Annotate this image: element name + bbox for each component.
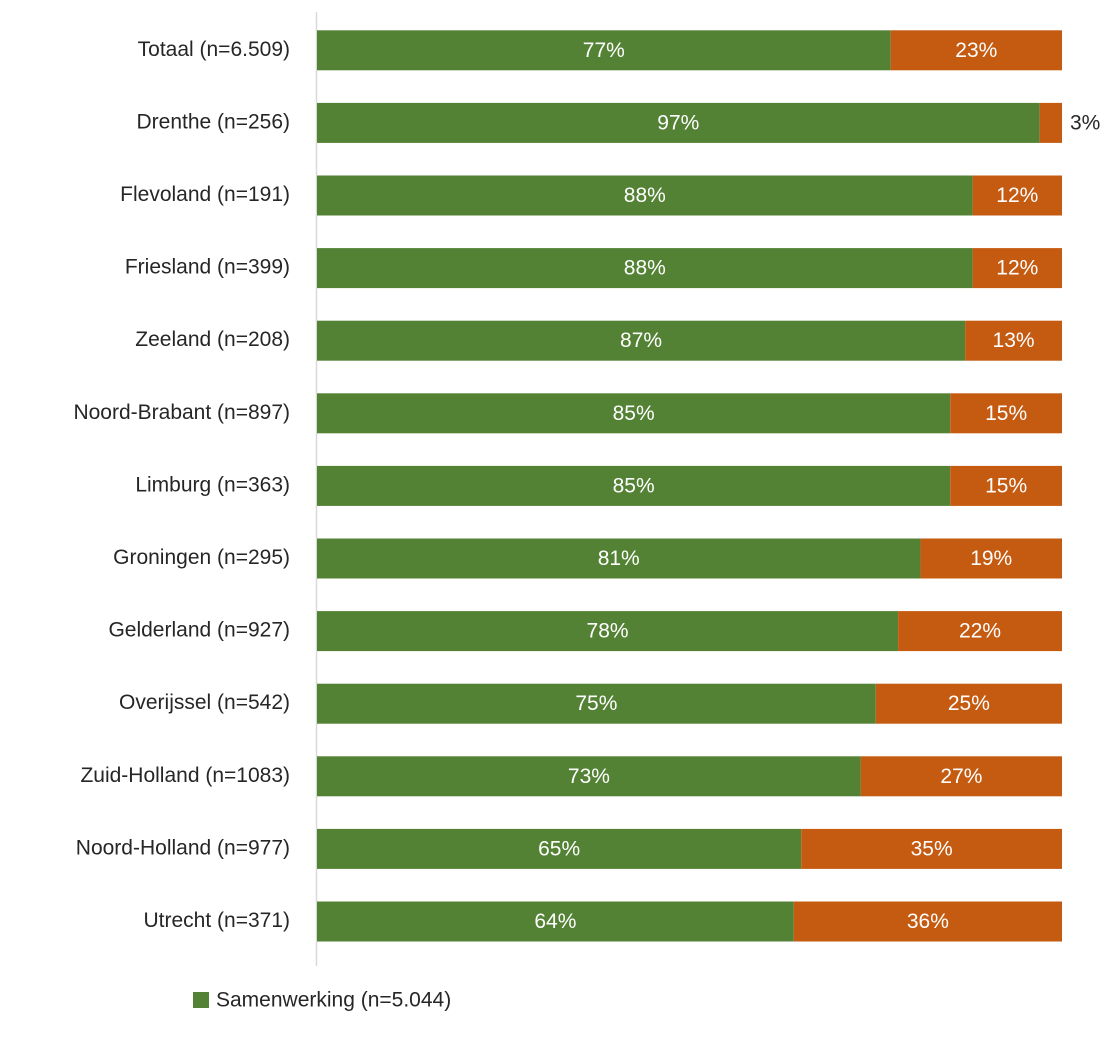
bar-segment	[801, 828, 1062, 869]
data-label: 77%	[583, 39, 625, 62]
data-label: 65%	[538, 837, 580, 860]
data-label: 3%	[1070, 111, 1100, 134]
bar-segment	[920, 538, 1062, 579]
data-label: 73%	[568, 765, 610, 788]
data-label: 78%	[587, 620, 629, 643]
legend-label: Samenwerking (n=5.044)	[216, 989, 451, 1012]
bar-segment	[317, 828, 802, 869]
data-label: 12%	[996, 184, 1038, 207]
data-label: 85%	[613, 474, 655, 497]
bar-segment	[898, 611, 1062, 652]
data-label: 23%	[955, 39, 997, 62]
bar-segment	[317, 393, 951, 434]
data-label: 35%	[911, 837, 953, 860]
bar-segment	[890, 30, 1062, 71]
legend-swatch	[193, 992, 209, 1008]
bar-segment	[860, 756, 1062, 797]
bar-segment	[793, 901, 1062, 942]
bar-segment	[950, 465, 1062, 506]
data-label: 64%	[534, 910, 576, 933]
y-tick-label: Zeeland (n=208)	[135, 328, 290, 351]
data-label: 25%	[948, 692, 990, 715]
y-tick-label: Friesland (n=399)	[125, 256, 290, 279]
bar-segment	[317, 30, 891, 71]
y-tick-label: Noord-Brabant (n=897)	[73, 401, 290, 424]
bar-segment	[972, 248, 1062, 289]
y-tick-label: Utrecht (n=371)	[144, 909, 291, 932]
y-tick-label: Zuid-Holland (n=1083)	[80, 764, 290, 787]
bar-segment	[1039, 102, 1062, 143]
bar-segment	[317, 175, 973, 216]
data-label: 85%	[613, 402, 655, 425]
y-tick-label: Flevoland (n=191)	[120, 183, 290, 206]
y-tick-label: Totaal (n=6.509)	[138, 38, 290, 61]
bar-segment	[317, 102, 1040, 143]
data-label: 88%	[624, 184, 666, 207]
y-tick-label: Noord-Holland (n=977)	[76, 836, 290, 859]
data-label: 97%	[657, 111, 699, 134]
bar-segment	[875, 683, 1062, 724]
bar-segment	[950, 393, 1062, 434]
bar-segment	[317, 248, 973, 289]
data-label: 22%	[959, 620, 1001, 643]
bar-segment	[317, 320, 966, 361]
data-label: 15%	[985, 402, 1027, 425]
data-label: 15%	[985, 474, 1027, 497]
data-label: 87%	[620, 329, 662, 352]
bar-segment	[972, 175, 1062, 216]
data-label: 19%	[970, 547, 1012, 570]
bar-segment	[317, 465, 951, 506]
data-label: 81%	[598, 547, 640, 570]
bar-segment	[317, 901, 794, 942]
bar-segment	[317, 683, 876, 724]
bar-segment	[965, 320, 1062, 361]
bar-segment	[317, 611, 899, 652]
y-tick-label: Gelderland (n=927)	[108, 619, 290, 642]
bar-segment	[317, 756, 861, 797]
bar-segment	[317, 538, 921, 579]
y-tick-label: Limburg (n=363)	[135, 473, 290, 496]
data-label: 13%	[993, 329, 1035, 352]
data-label: 36%	[907, 910, 949, 933]
y-tick-label: Drenthe (n=256)	[136, 110, 290, 133]
y-tick-label: Groningen (n=295)	[113, 546, 290, 569]
data-label: 27%	[940, 765, 982, 788]
data-label: 88%	[624, 257, 666, 280]
y-tick-label: Overijssel (n=542)	[119, 691, 290, 714]
data-label: 12%	[996, 257, 1038, 280]
data-label: 75%	[575, 692, 617, 715]
